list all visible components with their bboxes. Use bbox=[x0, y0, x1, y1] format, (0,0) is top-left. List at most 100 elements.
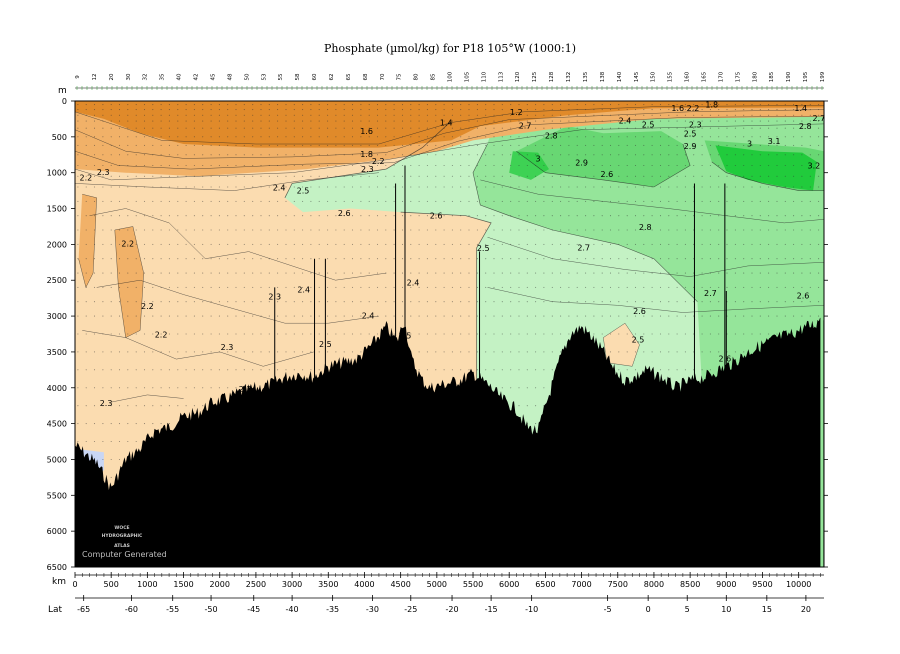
sample-dot bbox=[676, 272, 678, 274]
sample-dot bbox=[809, 154, 811, 156]
sample-dot bbox=[560, 301, 562, 303]
sample-dot bbox=[443, 369, 445, 371]
sample-dot bbox=[318, 136, 320, 138]
sample-dot bbox=[768, 333, 770, 335]
sample-dot bbox=[285, 229, 287, 231]
sample-dot bbox=[526, 136, 528, 138]
sample-dot bbox=[293, 104, 295, 106]
sample-dot bbox=[393, 243, 395, 245]
sample-dot bbox=[351, 175, 354, 177]
sample-dot bbox=[343, 104, 345, 106]
latitude-tick-label: -30 bbox=[366, 605, 379, 614]
sample-dot bbox=[585, 258, 587, 260]
sample-dot bbox=[468, 369, 470, 371]
sample-dot bbox=[243, 104, 245, 106]
sample-dot bbox=[210, 104, 212, 106]
sample-dot bbox=[809, 258, 811, 260]
sample-dot bbox=[668, 136, 670, 138]
sample-dot bbox=[418, 109, 420, 111]
sample-dot bbox=[143, 136, 146, 138]
sample-dot bbox=[110, 144, 112, 146]
sample-dot bbox=[793, 109, 795, 111]
contour-label: 2.5 bbox=[319, 340, 332, 349]
sample-dot bbox=[401, 186, 404, 188]
sample-dot bbox=[418, 120, 420, 122]
station-number-label: 42 bbox=[194, 73, 200, 80]
sample-dot bbox=[634, 136, 637, 138]
contour-lines bbox=[75, 105, 824, 567]
sample-dot bbox=[709, 286, 711, 288]
sample-dot bbox=[302, 215, 304, 217]
sample-dot bbox=[743, 315, 745, 317]
sample-dot bbox=[127, 272, 129, 274]
sample-dot bbox=[510, 186, 512, 188]
sample-dot bbox=[568, 272, 570, 274]
sample-dot bbox=[260, 333, 262, 335]
sample-dot bbox=[818, 154, 820, 156]
sample-dot bbox=[676, 301, 678, 303]
sample-dot bbox=[85, 144, 87, 146]
sample-dot bbox=[293, 109, 295, 111]
sample-dot bbox=[243, 286, 245, 288]
sample-dot bbox=[485, 351, 487, 353]
sample-dot bbox=[218, 351, 220, 353]
sample-dot bbox=[676, 136, 678, 138]
sample-dot bbox=[368, 272, 370, 274]
sample-dot bbox=[493, 333, 495, 335]
sample-dot bbox=[218, 144, 220, 146]
sample-dot bbox=[118, 286, 121, 288]
sample-dot bbox=[426, 136, 428, 138]
sample-dot bbox=[243, 229, 245, 231]
sample-dot bbox=[743, 144, 745, 146]
sample-dot bbox=[759, 186, 761, 188]
depth-tick-label: 500 bbox=[52, 133, 67, 142]
sample-dot bbox=[718, 200, 720, 202]
sample-dot bbox=[285, 164, 287, 167]
sample-dot bbox=[185, 258, 187, 260]
distance-tick-label: 2500 bbox=[246, 580, 266, 589]
sample-dot bbox=[152, 120, 154, 122]
sample-dot bbox=[751, 164, 753, 167]
sample-dot bbox=[443, 186, 445, 188]
sample-dot bbox=[285, 127, 287, 129]
sample-dot bbox=[293, 120, 295, 122]
sample-dot bbox=[302, 351, 304, 353]
depth-axis: 0500100015002000250030003500400045005000… bbox=[47, 97, 828, 572]
sample-dot bbox=[668, 144, 670, 146]
sample-dot bbox=[793, 243, 795, 245]
sample-dot bbox=[77, 136, 79, 138]
sample-dot bbox=[451, 369, 453, 371]
latitude-tick-label: -35 bbox=[326, 605, 339, 614]
sample-dot bbox=[576, 175, 578, 177]
sample-dot bbox=[743, 215, 745, 217]
sample-dot bbox=[85, 109, 87, 111]
sample-dot bbox=[560, 315, 562, 317]
sample-dot bbox=[277, 109, 279, 111]
station-number-label: 9 bbox=[75, 75, 81, 79]
sample-dot bbox=[268, 258, 270, 260]
sample-dot bbox=[643, 164, 645, 167]
sample-dot bbox=[618, 200, 620, 202]
sample-dot bbox=[77, 423, 79, 425]
sample-dot bbox=[385, 136, 387, 138]
station-number-label: 53 bbox=[261, 73, 267, 80]
sample-dot bbox=[318, 286, 320, 288]
sample-dot bbox=[360, 114, 362, 116]
sample-dot bbox=[801, 175, 803, 177]
sample-dot bbox=[626, 127, 628, 129]
sample-dot bbox=[327, 301, 329, 303]
sample-dot bbox=[210, 114, 212, 116]
sample-dot bbox=[152, 301, 154, 303]
sample-dot bbox=[418, 215, 420, 217]
sample-dot bbox=[776, 301, 778, 303]
sample-dot bbox=[368, 127, 370, 129]
sample-dot bbox=[210, 333, 212, 335]
sample-dot bbox=[718, 315, 720, 317]
sample-dot bbox=[651, 229, 653, 231]
sample-dot bbox=[709, 315, 711, 317]
sample-dot bbox=[185, 351, 187, 353]
contour-label: 2.4 bbox=[297, 286, 310, 295]
sample-dot bbox=[343, 286, 345, 288]
chart-title: Phosphate (µmol/kg) for P18 105°W (1000:… bbox=[324, 42, 576, 55]
sample-dot bbox=[343, 109, 345, 111]
